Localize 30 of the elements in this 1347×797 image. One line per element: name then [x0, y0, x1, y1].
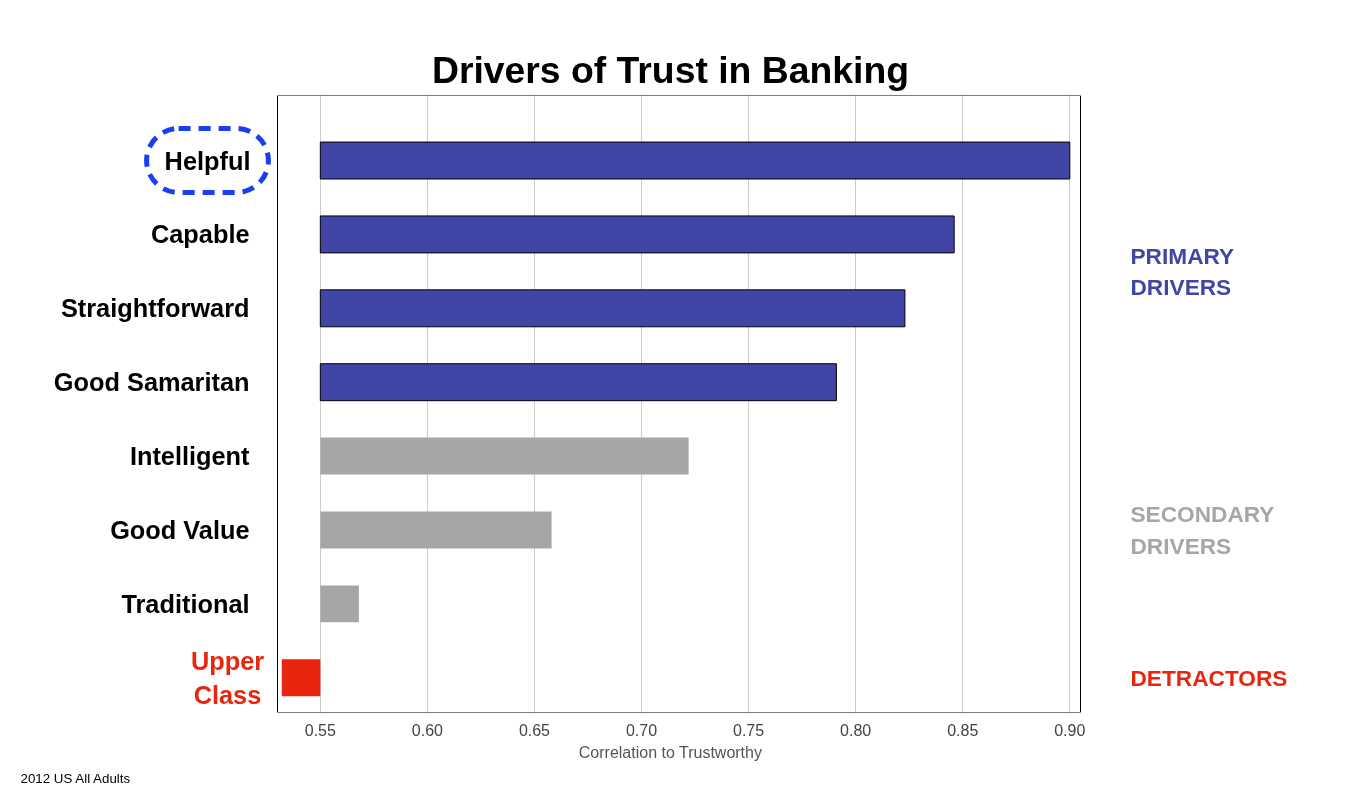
- bar: [320, 511, 552, 549]
- x-tick-label: 0.60: [411, 721, 444, 739]
- text: PRIMARY DRIVERS: [1130, 242, 1235, 300]
- text: DETRACTORS: [1130, 664, 1288, 691]
- x-tick-label: 0.85: [947, 721, 979, 739]
- x-axis-title: Correlation to Trustworthy: [578, 743, 762, 761]
- x-tick-label: 0.70: [625, 721, 658, 739]
- x-tick-label: 0.80: [840, 721, 872, 739]
- x-tick-label: 0.55: [304, 721, 336, 739]
- bar: [319, 289, 906, 328]
- y-tick-label: Good Samaritan: [53, 368, 250, 397]
- x-tick-label: 0.90: [1054, 721, 1086, 739]
- bar: [281, 659, 321, 697]
- y-tick-label: Good Value: [110, 515, 250, 544]
- bar: [319, 363, 837, 402]
- y-tick-label: Capable: [150, 220, 250, 249]
- bar: [320, 437, 689, 475]
- y-tick-label: Upper Class: [190, 646, 265, 709]
- text: 2012 US All Adults: [20, 770, 131, 786]
- y-tick-label: Traditional: [121, 589, 250, 618]
- x-tick-label: 0.65: [518, 721, 551, 739]
- x-tick-label: 0.75: [733, 721, 765, 739]
- y-tick-label: Intelligent: [129, 442, 251, 471]
- chart-title: Drivers of Trust in Banking: [431, 48, 910, 91]
- y-tick-label: Helpful: [164, 146, 251, 175]
- bar: [320, 585, 359, 623]
- y-tick-label: Straightforward: [60, 294, 250, 323]
- bar: [319, 141, 1071, 180]
- bar: [319, 215, 955, 254]
- text: SECONDARY DRIVERS: [1130, 501, 1275, 559]
